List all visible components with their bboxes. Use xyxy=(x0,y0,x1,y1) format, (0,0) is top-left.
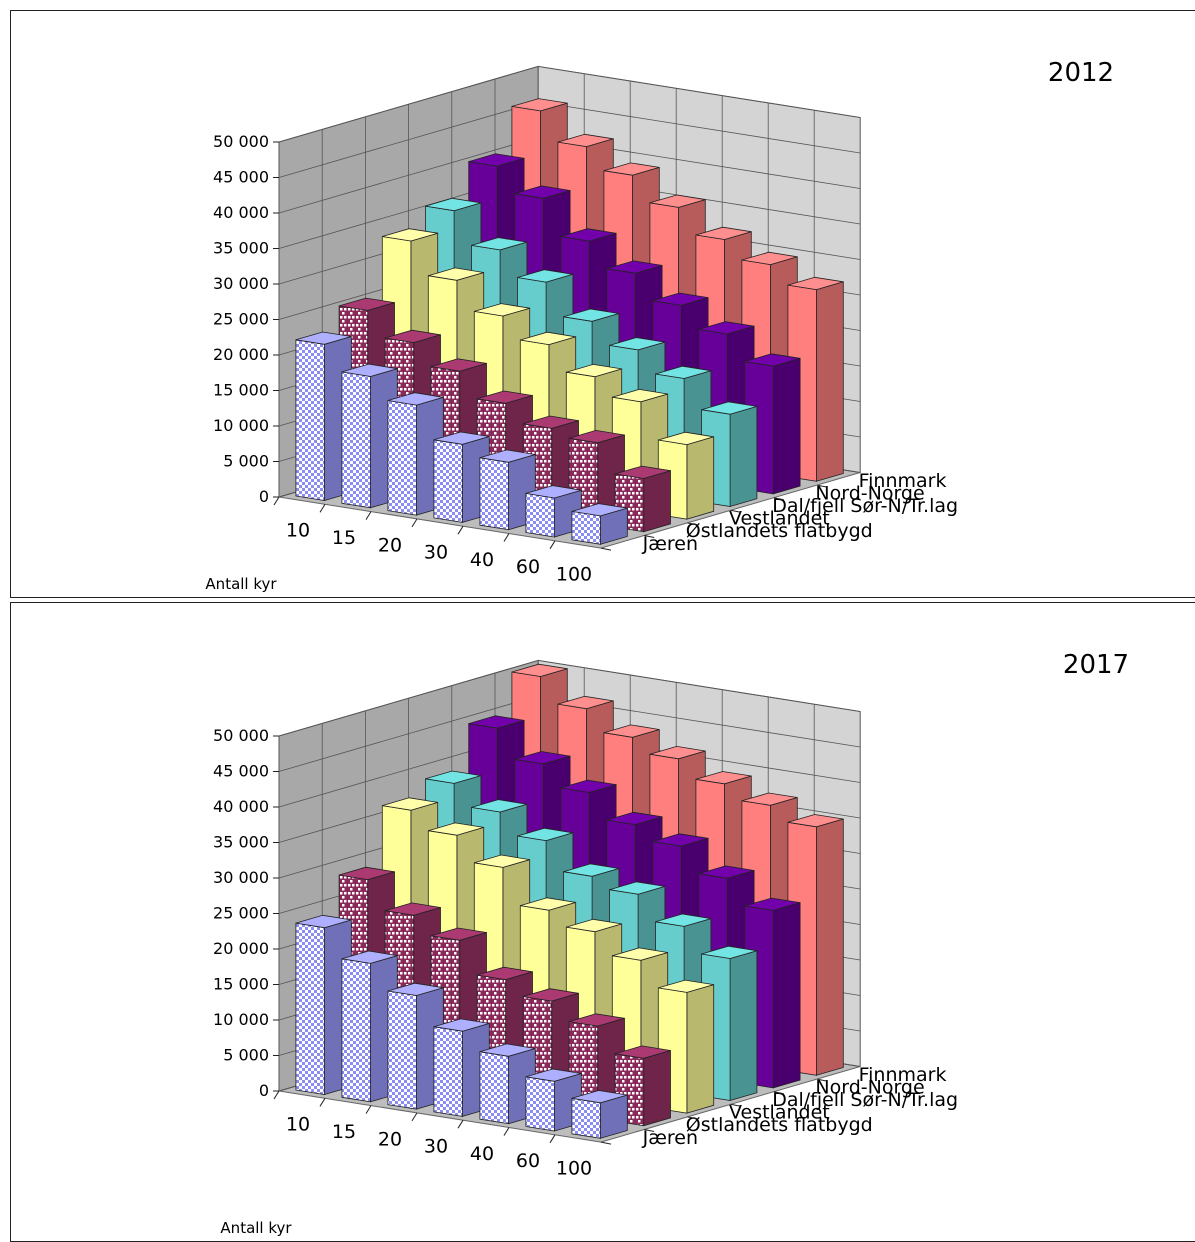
x-tick-label: 20 xyxy=(378,1128,402,1150)
series-label: Finnmark xyxy=(859,470,947,492)
y-tick-label: 25 000 xyxy=(213,310,269,329)
x-axis-label: Antall kyr xyxy=(205,575,277,593)
series-label: Nord-Norge xyxy=(815,482,924,504)
series-label: Finnmark xyxy=(859,1064,947,1086)
bar xyxy=(479,449,536,531)
x-tick-label: 100 xyxy=(556,1157,592,1179)
y-tick-label: 15 000 xyxy=(213,381,269,400)
x-axis-label: Antall kyr xyxy=(220,1219,292,1237)
series-label: Østlandets flatbygd xyxy=(686,1114,873,1136)
bar xyxy=(341,363,398,509)
series-label: Vestlandet xyxy=(729,1102,830,1124)
x-tick-label: 10 xyxy=(286,520,310,542)
series-label: Jæren xyxy=(642,533,698,555)
y-tick-label: 10 000 xyxy=(213,1010,269,1029)
x-tick-label: 30 xyxy=(424,542,448,564)
y-tick-label: 30 000 xyxy=(213,274,269,293)
bar xyxy=(657,979,715,1114)
y-tick-label: 30 000 xyxy=(213,868,269,887)
x-tick-label: 15 xyxy=(332,527,356,549)
chart-panel-2012: 0 5 000 10 000 15 000 20 000 25 000 30 000 35 0… xyxy=(10,10,1195,598)
chart-2012: 0 5 000 10 000 15 000 20 000 25 000 30 000 35 0… xyxy=(205,58,1114,593)
x-tick-label: 40 xyxy=(470,1143,494,1165)
y-tick-label: 0 xyxy=(259,487,269,506)
y-tick-label: 20 000 xyxy=(213,345,269,364)
bar xyxy=(571,1090,628,1139)
y-tick-label: 50 000 xyxy=(213,726,269,745)
series-label: Jæren xyxy=(642,1127,698,1149)
chart-2017: 0 5 000 10 000 15 000 20 000 25 000 30 000 35 0… xyxy=(213,650,1129,1237)
y-tick-label: 5 000 xyxy=(223,1046,269,1065)
x-tick-label: 10 xyxy=(286,1114,310,1136)
y-tick-label: 15 000 xyxy=(213,975,269,994)
bar xyxy=(614,465,671,533)
x-tick-label: 30 xyxy=(424,1136,448,1158)
series-label: Vestlandet xyxy=(729,508,830,530)
series-label: Nord-Norge xyxy=(815,1076,924,1098)
y-tick-label: 35 000 xyxy=(213,833,269,852)
y-tick-label: 45 000 xyxy=(213,762,269,781)
y-tick-label: 5 000 xyxy=(223,452,269,471)
chart-title: 2017 xyxy=(1063,650,1129,680)
y-tick-label: 25 000 xyxy=(213,904,269,923)
y-tick-label: 0 xyxy=(259,1081,269,1100)
x-tick-label: 40 xyxy=(470,549,494,571)
y-tick-label: 20 000 xyxy=(213,939,269,958)
x-tick-label: 20 xyxy=(378,534,402,556)
bar xyxy=(571,503,628,545)
chart-title: 2012 xyxy=(1048,58,1114,88)
y-tick-label: 35 000 xyxy=(213,239,269,258)
y-tick-label: 50 000 xyxy=(213,132,269,151)
x-tick-label: 15 xyxy=(332,1121,356,1143)
x-tick-label: 60 xyxy=(516,556,540,578)
series-label: Østlandets flatbygd xyxy=(686,520,873,542)
x-tick-label: 60 xyxy=(516,1150,540,1172)
chart-panel-2017: 0 5 000 10 000 15 000 20 000 25 000 30 000 35 0… xyxy=(10,602,1195,1242)
series-label: Dal/fjell Sør-N/Tr.lag xyxy=(772,1089,958,1111)
y-tick-label: 10 000 xyxy=(213,416,269,435)
y-tick-label: 40 000 xyxy=(213,203,269,222)
y-tick-label: 40 000 xyxy=(213,797,269,816)
x-tick-label: 100 xyxy=(556,563,592,585)
y-tick-label: 45 000 xyxy=(213,168,269,187)
series-label: Dal/fjell Sør-N/Tr.lag xyxy=(772,495,958,517)
